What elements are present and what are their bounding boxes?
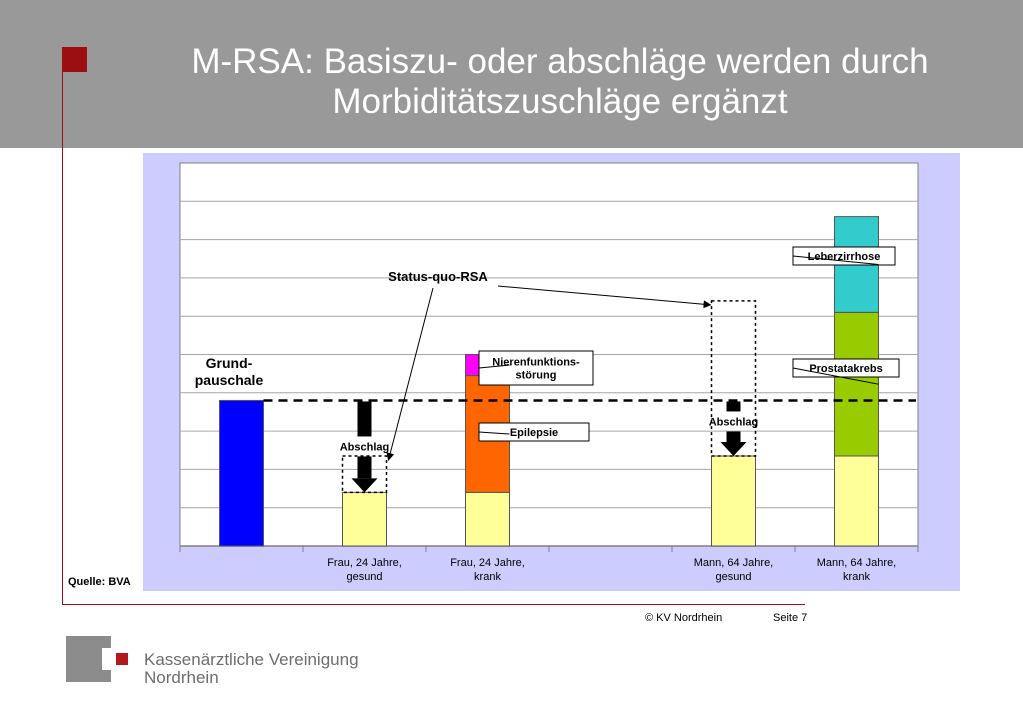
bar-segment	[465, 491, 510, 547]
series-label-text: Nierenfunktions-störung	[492, 357, 580, 382]
title-line-1: M-RSA: Basiszu- oder abschläge werden du…	[191, 42, 929, 81]
series-label-leader	[792, 255, 879, 265]
page-title: M-RSA: Basiszu- oder abschläge werden du…	[120, 42, 1000, 122]
status-quo-box	[710, 300, 757, 457]
header-bar	[0, 0, 1023, 148]
bar-segment	[342, 491, 387, 547]
abschlag-arrowhead	[720, 441, 747, 456]
logo-text: Kassenärztliche Vereinigung Nordrhein	[144, 651, 359, 687]
title-line-2: Morbiditätszuschläge ergänzt	[332, 82, 788, 121]
status-quo-pointer	[497, 285, 712, 309]
logo-line-2: Nordrhein	[144, 668, 219, 687]
abschlag-arrowhead	[351, 478, 378, 493]
abschlag-shaft-top	[726, 401, 741, 412]
status-quo-pointers	[386, 285, 712, 461]
bar-segment	[711, 455, 756, 547]
abschlag-label: Abschlag	[340, 441, 390, 453]
copyright-label: © KV Nordrhein	[645, 612, 723, 624]
abschlag-arrows: Abschlag Abschlag	[340, 401, 759, 493]
series-label-text: Leberzirrhose	[808, 251, 881, 263]
logo-mark-red	[116, 653, 128, 665]
category-labels: Frau, 24 Jahre, gesund Frau, 24 Jahre, kran…	[327, 557, 896, 583]
series-label-text: Prostatakrebs	[809, 363, 882, 375]
series-label-leader	[478, 364, 510, 369]
abschlag-shaft-top	[357, 401, 372, 437]
category-label: Frau, 24 Jahre, gesund	[327, 557, 402, 583]
abschlag-shaft-bottom	[357, 456, 372, 479]
bar-segment	[834, 311, 879, 457]
series-label-leader	[478, 431, 510, 435]
bottom-divider-line	[62, 604, 805, 605]
kv-logo: Kassenärztliche Vereinigung Nordrhein	[66, 636, 386, 688]
series-labels: Nierenfunktions-störung Epilepsie Leberzir…	[478, 246, 900, 442]
left-divider-line	[62, 72, 63, 605]
bar-segment	[834, 455, 879, 547]
series-label-box	[478, 350, 594, 386]
annotations: Status-quo-RSA Grund-pauschale	[195, 269, 489, 388]
category-label: Mann, 64 Jahre, krank	[817, 557, 897, 583]
abschlag-shaft-bottom	[726, 431, 741, 442]
series-label-leader	[792, 367, 879, 385]
status-quo-pointer	[386, 287, 434, 461]
abschlag-label: Abschlag	[709, 416, 759, 428]
chart: Abschlag Abschlag Nierenfunktions-störung…	[179, 162, 919, 583]
logo-line-1: Kassenärztliche Vereinigung	[144, 650, 359, 669]
category-label: Mann, 64 Jahre, gesund	[694, 557, 774, 583]
grundpauschale-label: Grund-pauschale	[195, 355, 264, 388]
page-number: Seite 7	[773, 612, 808, 624]
logo-mark-notch	[102, 648, 116, 670]
accent-square	[62, 47, 87, 72]
status-quo-label: Status-quo-RSA	[388, 269, 488, 284]
source-label: Quelle: BVA	[68, 576, 131, 588]
category-label: Frau, 24 Jahre, krank	[450, 557, 525, 583]
series-label-text: Epilepsie	[510, 427, 558, 439]
bar-segment	[219, 399, 264, 547]
